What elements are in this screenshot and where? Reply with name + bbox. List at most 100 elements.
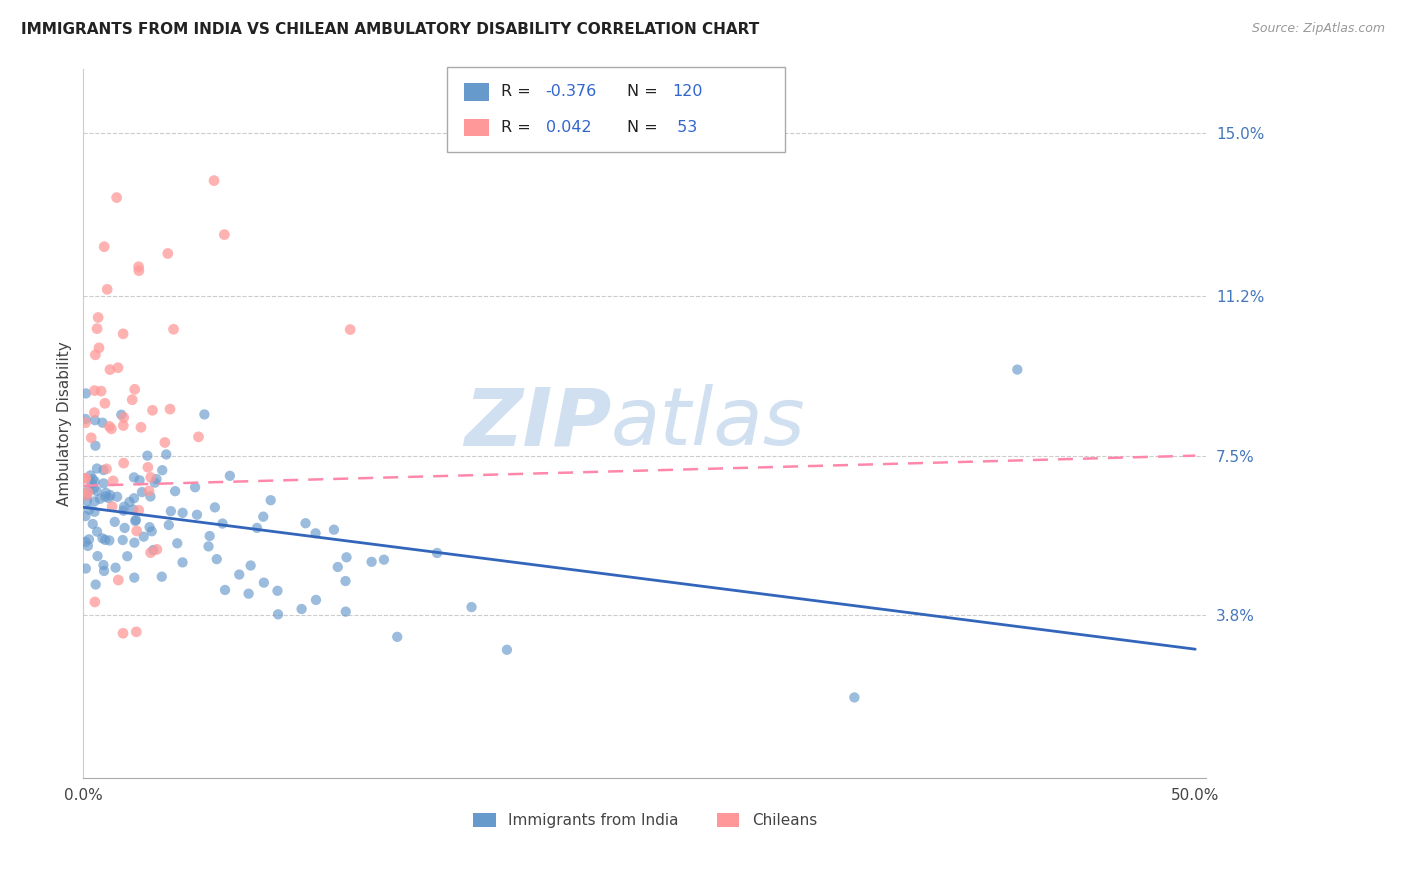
Point [184, 480, 207, 494]
Point [84, 413, 107, 427]
Text: atlas: atlas [612, 384, 806, 462]
Point [114, 521, 136, 535]
Text: 53: 53 [672, 120, 697, 135]
Point [83, 494, 105, 508]
Point [496, 642, 519, 657]
Point [118, 495, 141, 509]
Text: Source: ZipAtlas.com: Source: ZipAtlas.com [1251, 22, 1385, 36]
Point [105, 490, 128, 504]
Point [139, 470, 162, 484]
Point [94, 396, 117, 410]
Point [86, 321, 108, 335]
Point [77, 503, 100, 517]
Point [150, 570, 173, 584]
Point [83, 505, 105, 519]
Point [76, 488, 98, 502]
Point [266, 583, 288, 598]
Point [94, 533, 117, 547]
Point [335, 574, 357, 588]
Point [125, 524, 148, 538]
Point [93, 558, 115, 572]
Point [110, 408, 132, 422]
Point [111, 533, 134, 547]
Point [84, 439, 107, 453]
Point [75, 386, 97, 401]
Point [86, 524, 108, 539]
Point [125, 513, 148, 527]
Point [104, 560, 127, 574]
Point [157, 518, 180, 533]
Y-axis label: Ambulatory Disability: Ambulatory Disability [58, 341, 72, 506]
Text: -0.376: -0.376 [546, 85, 596, 99]
Point [101, 500, 124, 514]
Point [153, 435, 176, 450]
Point [172, 555, 194, 569]
Point [214, 227, 236, 242]
Point [84, 348, 107, 362]
Point [124, 382, 146, 396]
Point [339, 322, 361, 336]
Point [136, 460, 159, 475]
Point [187, 430, 209, 444]
Point [252, 509, 274, 524]
Point [94, 486, 117, 500]
Point [124, 535, 146, 549]
Point [91, 416, 114, 430]
Point [112, 418, 135, 433]
Point [291, 602, 314, 616]
Point [128, 263, 150, 277]
Point [246, 521, 269, 535]
Point [96, 462, 118, 476]
Text: IMMIGRANTS FROM INDIA VS CHILEAN AMBULATORY DISABILITY CORRELATION CHART: IMMIGRANTS FROM INDIA VS CHILEAN AMBULAT… [21, 22, 759, 37]
Point [77, 485, 100, 500]
Point [166, 536, 188, 550]
Point [198, 529, 221, 543]
Point [172, 506, 194, 520]
Point [104, 515, 127, 529]
Point [97, 491, 120, 505]
Point [131, 485, 153, 500]
Point [100, 422, 122, 436]
Point [101, 474, 124, 488]
Text: N =: N = [627, 120, 664, 135]
Point [139, 490, 162, 504]
Point [146, 542, 169, 557]
Point [98, 419, 121, 434]
Point [90, 384, 112, 398]
Point [96, 282, 118, 296]
Point [93, 564, 115, 578]
Point [128, 260, 150, 274]
Point [98, 362, 121, 376]
Point [202, 173, 225, 187]
Point [128, 473, 150, 487]
Point [87, 310, 110, 325]
Point [86, 461, 108, 475]
Point [844, 690, 866, 705]
Point [387, 630, 409, 644]
Text: R =: R = [501, 85, 536, 99]
Point [83, 482, 105, 496]
Point [76, 539, 98, 553]
Point [253, 575, 276, 590]
Point [305, 593, 328, 607]
Point [150, 463, 173, 477]
Point [141, 524, 163, 539]
Point [83, 384, 105, 398]
Point [112, 326, 135, 341]
Text: 0.042: 0.042 [546, 120, 591, 135]
Point [75, 534, 97, 549]
Point [79, 468, 101, 483]
Point [267, 607, 290, 622]
Point [80, 476, 103, 491]
Legend: Immigrants from India, Chileans: Immigrants from India, Chileans [467, 807, 823, 834]
Point [426, 546, 449, 560]
Point [304, 526, 326, 541]
Point [83, 595, 105, 609]
Point [77, 533, 100, 547]
Point [136, 449, 159, 463]
Point [83, 406, 105, 420]
Point [86, 483, 108, 498]
Point [124, 571, 146, 585]
Point [204, 500, 226, 515]
Point [80, 431, 103, 445]
